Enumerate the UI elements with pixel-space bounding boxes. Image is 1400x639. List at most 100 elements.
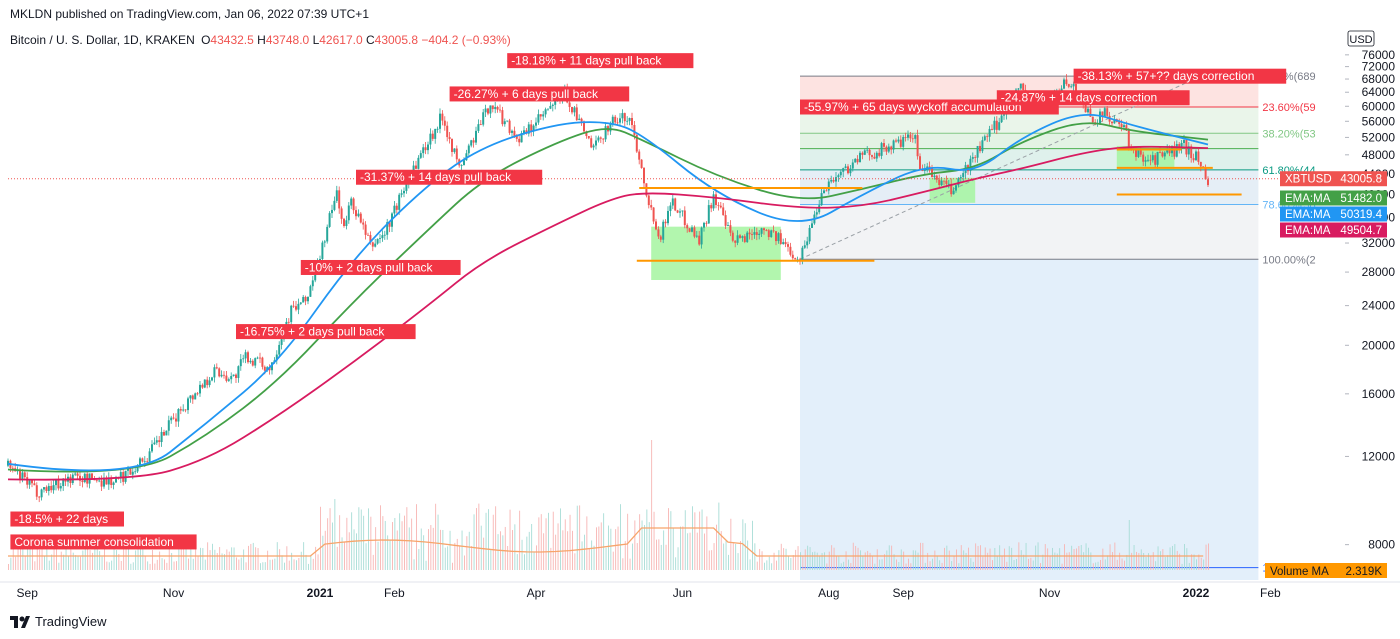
annotation-label: -16.75% + 2 days pull back: [240, 325, 385, 339]
candle-body: [883, 143, 885, 147]
candle-body: [206, 379, 209, 386]
volume-bar: [687, 533, 689, 570]
candle-body: [31, 480, 33, 484]
volume-bar: [917, 552, 919, 570]
volume-bar: [824, 552, 825, 570]
candle-body: [717, 204, 720, 206]
volume-bar: [356, 533, 357, 570]
volume-bar: [514, 524, 516, 570]
candle-body: [100, 480, 103, 487]
volume-bar: [360, 509, 362, 570]
volume-bar: [394, 517, 396, 570]
volume-bar: [1071, 545, 1073, 570]
candle-body: [501, 110, 504, 125]
annotation-label-group: -24.87% + 14 days correction: [996, 90, 1190, 106]
volume-bar: [447, 546, 449, 570]
volume-bar: [564, 519, 566, 570]
candle-body: [1000, 115, 1003, 123]
volume-bar: [92, 552, 93, 570]
volume-bar: [860, 550, 861, 570]
candle-body: [866, 149, 869, 151]
volume-bar: [1203, 559, 1205, 570]
candle-body: [542, 114, 545, 117]
volume-bar: [591, 540, 593, 570]
volume-bar: [32, 543, 33, 570]
price-axis-bg: [1345, 0, 1400, 600]
candle-body: [722, 207, 725, 216]
volume-bar: [528, 531, 530, 570]
volume-bar: [1193, 554, 1195, 570]
volume-bar: [1020, 550, 1022, 570]
candle-body: [400, 193, 403, 195]
volume-bar: [903, 551, 905, 570]
volume-bar: [461, 530, 463, 570]
tradingview-logo[interactable]: TradingView: [10, 614, 107, 629]
volume-bar: [106, 561, 108, 570]
volume-bar: [444, 547, 446, 570]
volume-bar: [737, 553, 739, 570]
volume-bar: [728, 554, 729, 570]
candle-body: [403, 190, 405, 194]
candle-body: [343, 218, 345, 227]
volume-bar: [845, 551, 847, 570]
candle-body: [911, 138, 914, 140]
candle-body: [1113, 119, 1116, 124]
candle-body: [177, 409, 180, 422]
annotation-label-bg: [10, 511, 124, 527]
currency-label: USD: [1349, 34, 1372, 46]
candle-body: [765, 230, 768, 231]
volume-bar: [380, 505, 381, 570]
candle-body: [45, 487, 48, 492]
price-axis-label: 12000: [1362, 449, 1396, 463]
candle-body: [232, 374, 235, 376]
candle-body: [1084, 103, 1087, 113]
candle-body: [309, 286, 312, 297]
candle-body: [1089, 108, 1092, 117]
volume-bar: [1004, 548, 1005, 570]
candle-body: [875, 152, 878, 159]
candle-body: [652, 207, 655, 222]
volume-bar: [1208, 543, 1209, 570]
fib-level-label: 23.60%(59: [1262, 102, 1315, 114]
volume-bar: [65, 544, 67, 570]
volume-bar: [893, 554, 895, 570]
volume-bar: [644, 525, 645, 570]
volume-bar: [286, 546, 288, 570]
volume-bar: [72, 552, 74, 570]
candle-body: [496, 106, 499, 110]
volume-bar: [540, 514, 542, 570]
candle-body: [239, 359, 242, 367]
candle-body: [1111, 121, 1113, 124]
candle-body: [1075, 84, 1077, 94]
candle-body: [674, 198, 677, 211]
volume-bar: [336, 546, 338, 570]
candle-body: [988, 128, 991, 137]
candle-body: [331, 209, 333, 214]
volume-bar: [60, 551, 62, 570]
candle-body: [650, 205, 653, 208]
price-axis-label: 32000: [1362, 236, 1396, 250]
symbol-legend[interactable]: Bitcoin / U. S. Dollar, 1D, KRAKEN O4343…: [10, 33, 511, 47]
volume-bar: [1181, 563, 1183, 570]
volume-bar: [411, 518, 413, 570]
fib-zone: [800, 259, 1259, 568]
price-axis-label: 56000: [1362, 114, 1396, 128]
volume-bar: [872, 556, 873, 570]
volume-bar: [720, 531, 722, 570]
volume-bar: [375, 527, 377, 570]
candle-body: [376, 238, 379, 244]
volume-bar: [977, 545, 979, 570]
volume-bar: [298, 558, 300, 570]
volume-bar: [495, 506, 497, 570]
annotation-label: -18.5% + 22 days: [14, 512, 108, 526]
volume-bar: [204, 559, 206, 570]
volume-bar: [214, 549, 216, 570]
ema-tag-bg: [1280, 206, 1387, 222]
candle-body: [537, 114, 540, 123]
candle-body: [527, 124, 530, 134]
candle-body: [638, 151, 641, 160]
candle-body: [827, 181, 830, 191]
candle-body: [1139, 149, 1142, 155]
volume-bar: [608, 525, 609, 570]
